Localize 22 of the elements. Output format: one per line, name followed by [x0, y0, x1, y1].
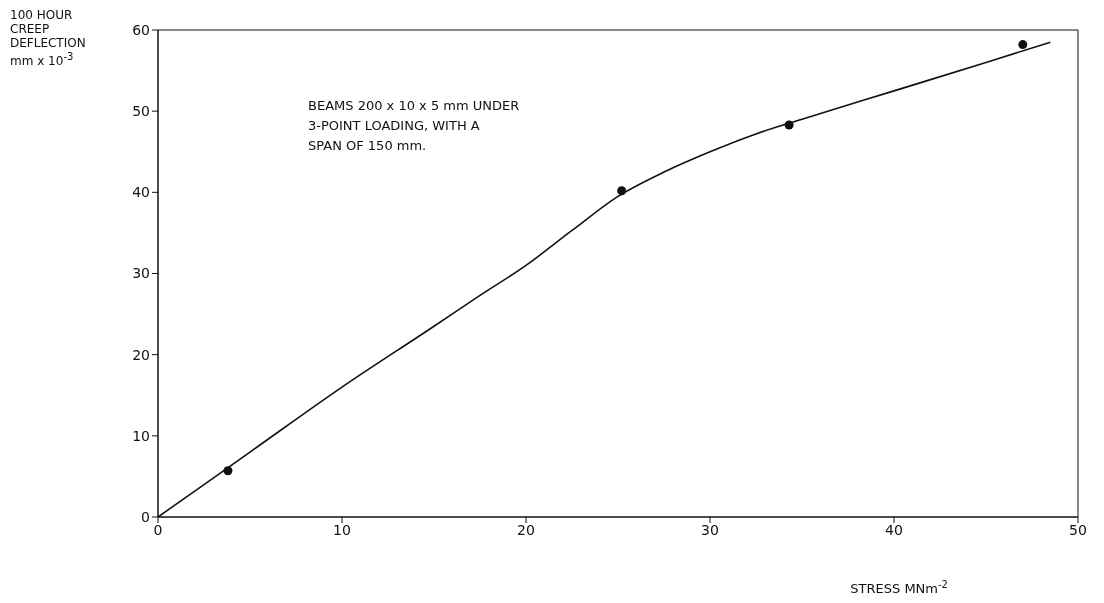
x-tick-label: 50	[1069, 521, 1087, 538]
y-tick-label: 20	[132, 346, 150, 363]
x-axis-title: STRESS MNm$^{-2}$	[850, 578, 948, 596]
y-tick-label: 0	[141, 508, 150, 525]
annotation: 3-POINT LOADING, WITH A	[308, 118, 480, 133]
y-tick-label: 30	[132, 265, 150, 282]
point	[223, 466, 233, 476]
x-tick-label: 40	[885, 521, 903, 538]
y-axis-title: 100 HOUR CREEP DEFLECTION mm x 10$^{-3}$	[10, 8, 87, 68]
point	[617, 186, 627, 196]
point	[784, 120, 794, 130]
point	[1018, 40, 1028, 50]
x-tick-label: 30	[701, 521, 719, 538]
x-tick-label: 20	[517, 521, 535, 538]
y-tick-label: 60	[132, 21, 150, 38]
annotation: SPAN OF 150 mm.	[308, 138, 427, 153]
x-tick-label: 0	[153, 521, 163, 538]
x-tick-label: 10	[333, 521, 351, 538]
y-tick-label: 40	[132, 184, 150, 201]
y-tick-label: 50	[132, 103, 150, 120]
annotation: BEAMS 200 x 10 x 5 mm UNDER	[308, 98, 520, 113]
y-tick-label: 10	[132, 427, 150, 444]
